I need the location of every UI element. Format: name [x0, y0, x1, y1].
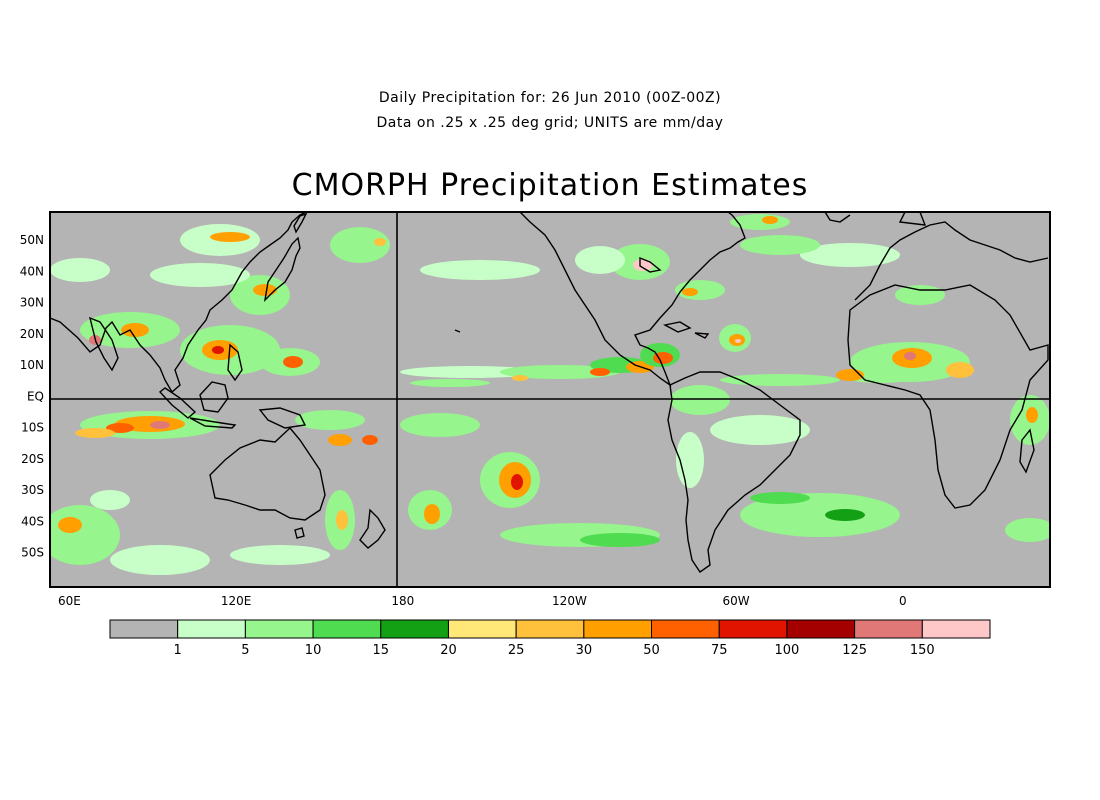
colorbar-swatch [244, 619, 314, 639]
lat-label: 30S [21, 483, 44, 497]
colorbar-swatch [583, 619, 653, 639]
colorbar-label: 75 [711, 643, 728, 658]
colorbar-swatch [312, 619, 382, 639]
colorbar-swatch [177, 619, 246, 639]
colorbar-swatch [718, 619, 788, 639]
colorbar-swatch [854, 619, 923, 639]
lon-label: 180 [391, 594, 414, 608]
colorbar-label: 50 [643, 643, 660, 658]
colorbar-label: 150 [910, 643, 935, 658]
precipitation-layer [50, 214, 1050, 575]
colorbar-label: 1 [174, 643, 182, 658]
colorbar-label: 10 [305, 643, 322, 658]
lat-label: 30N [20, 296, 44, 310]
lat-label: 50S [21, 546, 44, 560]
header-date-line: Daily Precipitation for: 26 Jun 2010 (00… [378, 90, 722, 106]
lat-label: 10N [20, 358, 44, 372]
colorbar-swatch [380, 619, 449, 639]
lon-label: 0 [899, 594, 907, 608]
colorbar-label: 25 [508, 643, 525, 658]
colorbar-label: 5 [241, 643, 249, 658]
colorbar-swatch [515, 619, 585, 639]
map-title: CMORPH Precipitation Estimates [291, 168, 809, 203]
lon-label: 120E [221, 594, 252, 608]
lat-label: 40S [21, 514, 44, 528]
coastlines [50, 212, 1049, 573]
longitude-labels: 60E 120E 180 120W 60W 0 [58, 594, 907, 608]
lat-label: 20S [21, 452, 44, 466]
colorbar-label: 125 [842, 643, 867, 658]
colorbar-swatch [651, 619, 720, 639]
colorbar-swatch [921, 619, 991, 639]
lat-label: 40N [20, 264, 44, 278]
colorbar-label: 20 [440, 643, 457, 658]
lon-label: 60W [723, 594, 750, 608]
map-frame [49, 211, 1051, 588]
lat-label: 20N [20, 327, 44, 341]
colorbar-swatch [447, 619, 517, 639]
colorbar-swatch [109, 619, 179, 639]
lat-label: EQ [27, 389, 44, 403]
colorbar: 1 5 10 15 20 25 30 50 75 100 125 150 [109, 619, 991, 658]
colorbar-swatch [786, 619, 856, 639]
lon-label: 120W [552, 594, 587, 608]
latitude-labels: 50N 40N 30N 20N 10N EQ 10S 20S 30S 40S 50S [20, 233, 44, 560]
colorbar-label: 15 [372, 643, 389, 658]
lat-label: 50N [20, 233, 44, 247]
lat-label: 10S [21, 421, 44, 435]
header-grid-line: Data on .25 x .25 deg grid; UNITS are mm… [376, 115, 724, 131]
colorbar-label: 100 [775, 643, 800, 658]
colorbar-label: 30 [576, 643, 593, 658]
lon-label: 60E [58, 594, 81, 608]
